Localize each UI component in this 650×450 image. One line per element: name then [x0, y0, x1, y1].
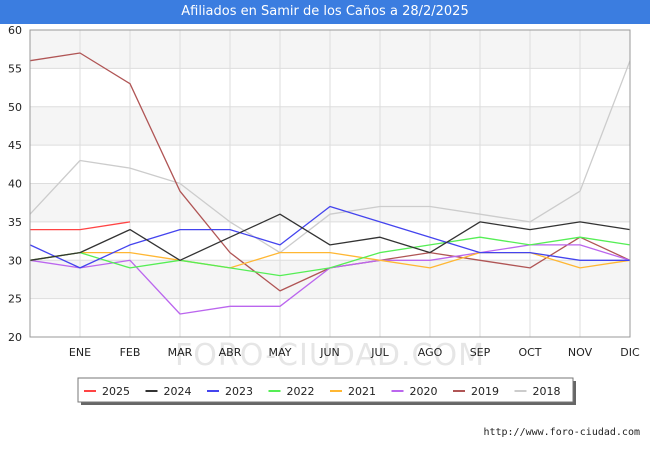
legend-label-2023: 2023	[225, 385, 253, 398]
x-tick-label: ENE	[69, 346, 91, 359]
legend-label-2018: 2018	[533, 385, 561, 398]
x-tick-label: NOV	[568, 346, 593, 359]
legend-box	[77, 377, 574, 403]
y-tick-label: 40	[8, 178, 22, 191]
x-tick-label: OCT	[518, 346, 541, 359]
y-tick-label: 60	[8, 24, 22, 37]
x-tick-label: JUN	[319, 346, 340, 359]
x-tick-label: MAR	[168, 346, 193, 359]
legend-label-2022: 2022	[287, 385, 315, 398]
series-lines	[29, 52, 631, 315]
legend-label-2025: 2025	[102, 385, 130, 398]
legend-label-2021: 2021	[348, 385, 376, 398]
source-url: http://www.foro-ciudad.com	[483, 427, 640, 438]
y-tick-label: 20	[8, 331, 22, 344]
x-tick-label: FEB	[120, 346, 141, 359]
series-line-2023	[29, 205, 630, 269]
series-line-2024	[29, 213, 631, 261]
series-line-2025	[30, 221, 131, 231]
y-tick-label: 50	[8, 101, 22, 114]
legend: 2025 2024 2023 2022 2021 2020 2019 2018	[77, 377, 576, 405]
series-line-2022	[29, 236, 631, 277]
x-tick-label: SEP	[470, 346, 491, 359]
x-axis-ticks: ENE FEB MAR ABR MAY JUN JUL AGO SEP OCT NOV DIC	[69, 346, 640, 359]
chart-title: Afiliados en Samir de los Caños a 28/2/2…	[0, 0, 650, 24]
legend-label-2019: 2019	[471, 385, 499, 398]
x-tick-label: JUL	[370, 346, 389, 359]
y-tick-label: 55	[8, 62, 22, 75]
y-tick-label: 25	[8, 293, 22, 306]
x-tick-label: DIC	[620, 346, 640, 359]
y-tick-label: 30	[8, 254, 22, 267]
y-tick-label: 35	[8, 216, 22, 229]
x-tick-label: AGO	[418, 346, 443, 359]
legend-label-2024: 2024	[164, 385, 192, 398]
watermark: FORO-CIUDAD.COM	[175, 338, 485, 373]
plot-frame	[29, 29, 631, 338]
y-tick-label: 45	[8, 139, 22, 152]
x-tick-label: MAY	[269, 346, 292, 359]
series-line-2018	[29, 60, 631, 254]
y-axis-ticks: 20 25 30 35 40 45 50 55 60	[8, 24, 22, 344]
x-tick-label: ABR	[219, 346, 242, 359]
legend-label-2020: 2020	[410, 385, 438, 398]
